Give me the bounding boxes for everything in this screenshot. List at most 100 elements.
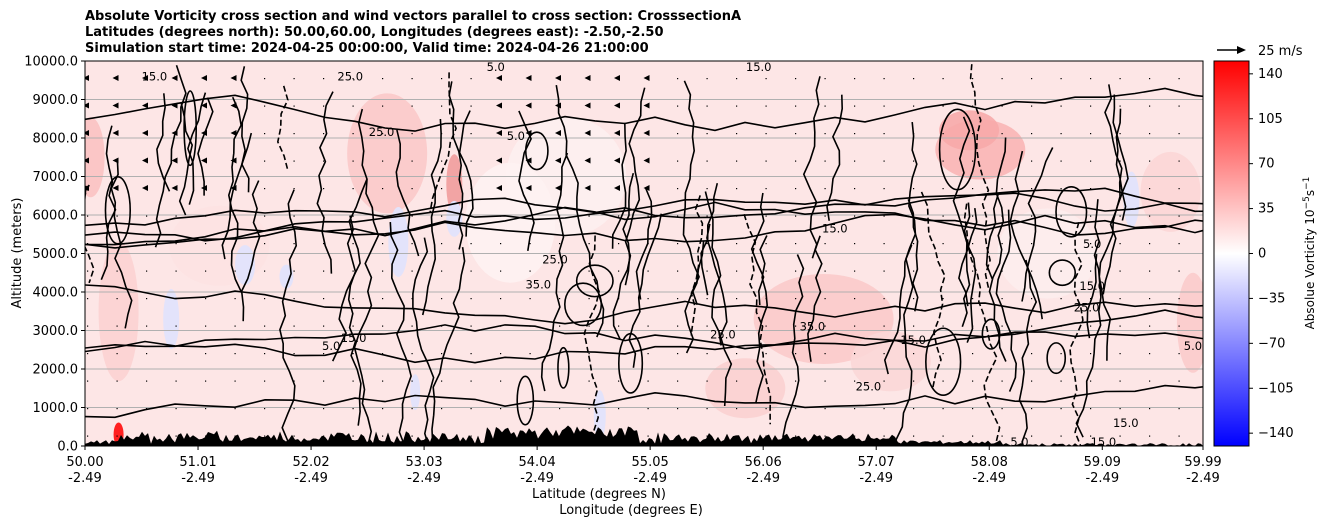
wind-vector bbox=[677, 78, 679, 80]
wind-vector bbox=[234, 215, 236, 217]
wind-vector bbox=[942, 160, 944, 162]
contour-label: 15.0 bbox=[1091, 435, 1117, 449]
wind-vector bbox=[116, 270, 118, 272]
wind-vector bbox=[942, 215, 944, 217]
wind-vector bbox=[647, 243, 649, 245]
contour-line bbox=[85, 331, 1203, 364]
y-tick-label: 2000.0 bbox=[33, 363, 79, 378]
wind-vector bbox=[264, 78, 266, 80]
contour-line bbox=[540, 152, 569, 392]
contour-line bbox=[240, 66, 250, 193]
wind-vector bbox=[323, 215, 325, 217]
wind-vector bbox=[323, 435, 325, 437]
wind-vector bbox=[824, 243, 826, 245]
wind-vector bbox=[1119, 160, 1121, 162]
contour-loop bbox=[981, 318, 1001, 350]
wind-vector bbox=[677, 298, 679, 300]
wind-vector bbox=[1149, 133, 1151, 135]
wind-vector bbox=[352, 160, 354, 162]
wind-vector bbox=[411, 353, 413, 355]
wind-vector bbox=[643, 185, 650, 191]
wind-vector bbox=[1090, 160, 1092, 162]
wind-vector bbox=[470, 78, 472, 80]
wind-vector bbox=[942, 243, 944, 245]
wind-vector bbox=[441, 188, 443, 190]
wind-vector bbox=[175, 243, 177, 245]
colorbar-label: Absolue Vorticity 10−5s−1 bbox=[1302, 177, 1317, 330]
wind-vector bbox=[230, 130, 237, 136]
wind-vector bbox=[765, 298, 767, 300]
contour-label: 15.0 bbox=[341, 331, 367, 345]
wind-vector bbox=[470, 408, 472, 410]
wind-vector bbox=[736, 188, 738, 190]
wind-vector bbox=[411, 215, 413, 217]
wind-vector bbox=[411, 408, 413, 410]
wind-vector bbox=[913, 133, 915, 135]
wind-vector bbox=[382, 188, 384, 190]
wind-vector bbox=[555, 130, 561, 136]
colorbar-label-exp2: −1 bbox=[1302, 177, 1312, 190]
wind-vector bbox=[85, 130, 89, 136]
contour-line bbox=[750, 192, 765, 306]
contour-loop bbox=[557, 346, 570, 389]
wind-vector bbox=[264, 325, 266, 327]
wind-vector bbox=[470, 133, 472, 135]
wind-vector bbox=[1149, 435, 1151, 437]
colorbar-ticks: 140 105 70 35 0 −35 −70 −105 −140 bbox=[1249, 67, 1294, 441]
wind-vector bbox=[264, 133, 266, 135]
wind-vector bbox=[142, 75, 148, 81]
wind-vector bbox=[913, 408, 915, 410]
wind-vector bbox=[824, 215, 826, 217]
wind-vector bbox=[972, 243, 974, 245]
wind-vector bbox=[736, 325, 738, 327]
wind-vector bbox=[559, 380, 561, 382]
wind-vector bbox=[1119, 408, 1121, 410]
wind-vector bbox=[1149, 408, 1151, 410]
wind-vector bbox=[382, 133, 384, 135]
contour-line bbox=[807, 235, 823, 362]
wind-vector bbox=[972, 133, 974, 135]
wind-vector bbox=[1001, 435, 1003, 437]
wind-vector bbox=[647, 298, 649, 300]
wind-vector bbox=[87, 243, 89, 245]
wind-vector bbox=[382, 380, 384, 382]
contour-line bbox=[156, 93, 171, 192]
wind-vector bbox=[1031, 298, 1033, 300]
wind-vector bbox=[913, 298, 915, 300]
wind-vector bbox=[765, 243, 767, 245]
colorbar-tick-label: −35 bbox=[1258, 291, 1285, 306]
contour-loop bbox=[104, 176, 132, 245]
y-tick-label: 7000.0 bbox=[33, 170, 79, 185]
wind-vector bbox=[883, 270, 885, 272]
wind-vector bbox=[1119, 270, 1121, 272]
wind-vector bbox=[555, 157, 561, 164]
wind-vector bbox=[795, 215, 797, 217]
contour-label: 25.0 bbox=[1074, 300, 1100, 314]
vorticity-region bbox=[1176, 272, 1203, 373]
contour-line bbox=[187, 92, 207, 205]
wind-vector bbox=[85, 102, 89, 109]
wind-vector bbox=[529, 353, 531, 355]
y-tick-label: 10000.0 bbox=[24, 55, 78, 70]
wind-vector bbox=[618, 243, 620, 245]
contour-loop bbox=[1048, 259, 1077, 287]
wind-vector bbox=[1001, 380, 1003, 382]
wind-vector bbox=[883, 325, 885, 327]
wind-vector bbox=[1149, 215, 1151, 217]
wind-vector bbox=[230, 75, 237, 81]
contour-label: 35.0 bbox=[525, 277, 551, 291]
wind-vector bbox=[643, 130, 650, 136]
wind-vector bbox=[146, 408, 148, 410]
wind-vector bbox=[323, 243, 325, 245]
wind-vector bbox=[1119, 243, 1121, 245]
contour-line bbox=[969, 64, 991, 289]
colorbar: 140 105 70 35 0 −35 −70 −105 −140 Absolue Vortic… bbox=[1213, 60, 1317, 447]
negative-vorticity-region bbox=[446, 200, 463, 237]
wind-vector bbox=[525, 185, 532, 191]
wind-vector bbox=[411, 105, 413, 107]
quiver-key: 25 m/s bbox=[1217, 44, 1303, 59]
wind-vector bbox=[112, 75, 119, 81]
wind-vector bbox=[677, 380, 679, 382]
wind-vector bbox=[913, 435, 915, 437]
vorticity-region bbox=[465, 162, 556, 283]
